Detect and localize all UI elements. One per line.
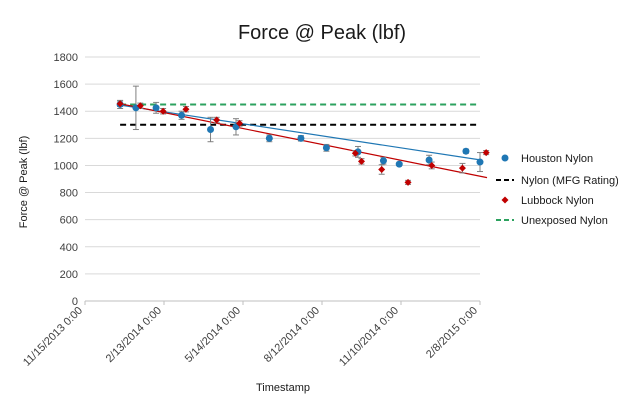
point-lubbock-nylon-7	[358, 157, 365, 165]
gridlines	[85, 56, 480, 275]
y-axis-label: Force @ Peak (lbf)	[18, 136, 30, 228]
legend-label-lubbock: Lubbock Nylon	[521, 195, 594, 207]
point-lubbock-nylon-11	[458, 164, 466, 172]
x-axis-label: Timestamp	[256, 382, 310, 394]
point-lubbock-nylon-4	[213, 116, 221, 124]
legend-label-unexposed: Unexposed Nylon	[521, 215, 608, 227]
point-houston-nylon-2	[152, 104, 160, 112]
point-houston-nylon-8	[322, 144, 330, 152]
error-bars	[117, 85, 490, 185]
point-lubbock-nylon-1	[136, 102, 144, 110]
point-houston-nylon-13	[462, 147, 470, 155]
chart-title: Force @ Peak (lbf)	[238, 22, 406, 44]
point-lubbock-nylon-5	[235, 119, 243, 127]
y-tick-label-1200: 1200	[54, 133, 78, 145]
legend-label-houston: Houston Nylon	[521, 153, 593, 165]
data-points	[116, 100, 490, 186]
point-houston-nylon-6	[265, 134, 273, 142]
y-tick-label-400: 400	[60, 242, 78, 254]
x-tick-label-5: 2/8/2015 0:00	[424, 305, 480, 361]
x-tick-label-3: 8/12/2014 0:00	[262, 305, 322, 365]
point-houston-nylon-4	[207, 126, 215, 134]
y-tick-label-1800: 1800	[54, 52, 78, 64]
y-tick-label-200: 200	[60, 269, 78, 281]
point-houston-nylon-14	[476, 158, 484, 166]
y-axis-ticks: 0 200 400 600 800 1000 1200 1400 1600 1800	[54, 52, 78, 308]
point-houston-nylon-7	[297, 134, 305, 142]
x-axis-ticks: 11/15/2013 0:00 2/13/2014 0:00 5/14/2014 0…	[21, 301, 481, 369]
point-lubbock-nylon-6	[351, 149, 359, 157]
point-houston-nylon-3	[178, 111, 186, 119]
y-tick-label-0: 0	[72, 296, 78, 308]
point-lubbock-nylon-0	[116, 100, 124, 108]
x-tick-label-0: 11/15/2013 0:00	[21, 305, 85, 369]
y-tick-label-800: 800	[60, 188, 78, 200]
trendline-houston-nylon	[120, 104, 481, 161]
point-lubbock-nylon-8	[378, 166, 386, 174]
y-tick-label-1000: 1000	[54, 160, 78, 172]
x-tick-label-1: 2/13/2014 0:00	[104, 305, 164, 365]
legend-label-mfg: Nylon (MFG Rating)	[521, 175, 618, 187]
legend: Houston Nylon Nylon (MFG Rating) Lubbock…	[496, 153, 618, 227]
legend-marker-houston	[501, 154, 509, 162]
x-tick-label-4: 11/10/2014 0:00	[337, 305, 401, 369]
point-houston-nylon-12	[425, 156, 433, 164]
y-tick-label-1400: 1400	[54, 106, 78, 118]
point-lubbock-nylon-12	[482, 149, 490, 157]
x-tick-label-2: 5/14/2014 0:00	[183, 305, 243, 365]
point-lubbock-nylon-3	[182, 105, 190, 113]
y-tick-label-600: 600	[60, 215, 78, 227]
legend-marker-lubbock	[501, 196, 509, 204]
point-lubbock-nylon-2	[159, 107, 167, 115]
y-tick-label-1600: 1600	[54, 79, 78, 91]
point-houston-nylon-10	[379, 157, 387, 165]
point-lubbock-nylon-10	[428, 161, 436, 169]
point-houston-nylon-11	[395, 160, 403, 168]
point-lubbock-nylon-9	[404, 178, 412, 186]
